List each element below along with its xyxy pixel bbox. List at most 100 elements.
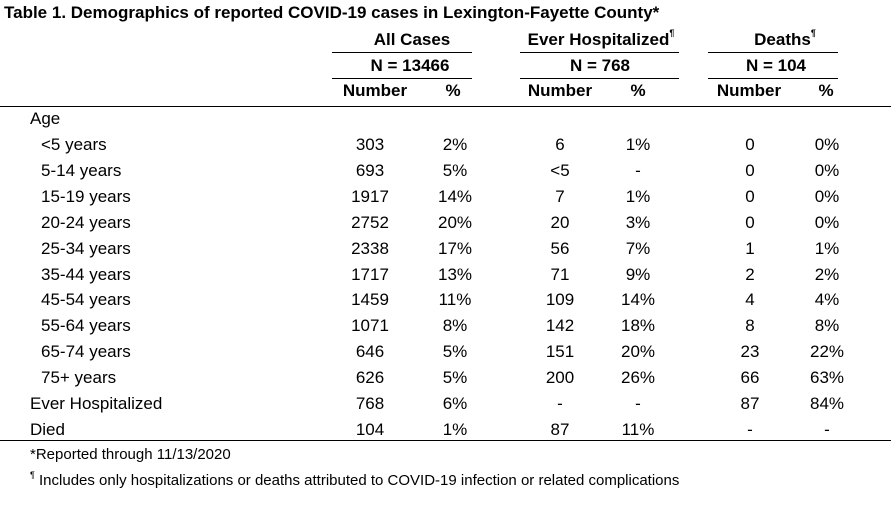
- cell-deaths-number: 4: [745, 290, 755, 310]
- n-underline: [332, 78, 472, 79]
- row-label: 20-24 years: [41, 212, 131, 232]
- cell-all-cases-number: 646: [355, 342, 385, 362]
- row-label: <5 years: [41, 135, 107, 154]
- row-label: 75+ years: [41, 368, 117, 388]
- col-head-number: Number: [342, 81, 408, 100]
- bottom-rule: [0, 440, 891, 441]
- cell-deaths-percent: 84%: [809, 394, 845, 413]
- cell-deaths-percent: 0%: [814, 186, 840, 206]
- footnote-mark: ¶: [30, 470, 35, 480]
- cell-deaths-number: 2: [745, 264, 755, 284]
- n-underline: [520, 78, 679, 79]
- group-header-deaths: Deaths¶: [730, 28, 840, 50]
- cell-hosp-number: 71: [550, 264, 570, 284]
- n-underline: [708, 78, 838, 79]
- cell-all-cases-number: 1717: [351, 264, 389, 284]
- cell-hosp-percent: -: [635, 394, 641, 413]
- cell-all-cases-percent: 6%: [442, 394, 468, 413]
- table-row: 35-44 years 1717 13% 71 9% 2 2%: [0, 262, 891, 288]
- cell-hosp-percent: 26%: [620, 368, 656, 388]
- cell-deaths-percent: 4%: [814, 290, 840, 310]
- row-label: 55-64 years: [41, 316, 131, 336]
- group-name: Deaths: [754, 30, 811, 49]
- cell-all-cases-number: 2752: [351, 212, 389, 232]
- cell-hosp-number: 142: [545, 316, 575, 336]
- table-row: 25-34 years 2338 17% 56 7% 1 1%: [0, 236, 891, 262]
- cell-all-cases-percent: 13%: [437, 264, 473, 284]
- cell-deaths-number: -: [747, 419, 753, 439]
- cell-deaths-percent: 1%: [814, 238, 840, 258]
- cell-hosp-number: 109: [545, 290, 575, 310]
- n-ever-hospitalized: N = 768: [569, 56, 630, 75]
- cell-deaths-percent: 8%: [814, 316, 840, 336]
- cell-hosp-percent: 1%: [625, 135, 651, 154]
- cell-deaths-number: 8: [745, 316, 755, 336]
- cell-all-cases-percent: 20%: [437, 212, 473, 232]
- row-label: 25-34 years: [41, 238, 131, 258]
- cell-deaths-number: 1: [745, 238, 755, 258]
- group-underline: [332, 52, 472, 53]
- cell-all-cases-number: 1917: [351, 186, 389, 206]
- col-head-percent: %: [630, 81, 646, 100]
- row-label: 65-74 years: [41, 342, 131, 362]
- table-row: 5-14 years 693 5% <5 - 0 0%: [0, 158, 891, 184]
- cell-hosp-number: 6: [555, 135, 565, 154]
- cell-all-cases-percent: 5%: [442, 368, 468, 388]
- group-name: Ever Hospitalized: [527, 30, 670, 49]
- cell-hosp-percent: 18%: [620, 316, 656, 336]
- cell-all-cases-number: 768: [355, 394, 385, 413]
- table-row: 45-54 years 1459 11% 109 14% 4 4%: [0, 287, 891, 313]
- n-deaths: N = 104: [745, 56, 806, 75]
- cell-deaths-percent: 0%: [814, 160, 840, 180]
- cell-deaths-number: 66: [740, 368, 760, 388]
- cell-deaths-percent: 0%: [814, 212, 840, 232]
- cell-all-cases-number: 2338: [351, 238, 389, 258]
- cell-hosp-percent: 20%: [620, 342, 656, 362]
- cell-hosp-percent: 9%: [625, 264, 651, 284]
- cell-deaths-number: 0: [745, 135, 755, 154]
- cell-hosp-number: 87: [550, 419, 570, 439]
- table-row: 15-19 years 1917 14% 7 1% 0 0%: [0, 184, 891, 210]
- cell-all-cases-percent: 5%: [442, 160, 468, 180]
- cell-all-cases-number: 693: [355, 160, 385, 180]
- cell-all-cases-percent: 11%: [438, 290, 472, 310]
- n-all-cases: N = 13466: [370, 56, 450, 75]
- group-underline: [708, 52, 838, 53]
- group-mark: ¶: [810, 28, 816, 38]
- cell-all-cases-number: 303: [355, 135, 385, 154]
- table-row: <5 years 303 2% 6 1% 0 0%: [0, 132, 891, 158]
- table-row: 65-74 years 646 5% 151 20% 23 22%: [0, 339, 891, 365]
- cell-deaths-percent: 63%: [809, 368, 845, 388]
- col-head-number: Number: [527, 81, 593, 100]
- cell-hosp-number: <5: [550, 160, 570, 180]
- cell-hosp-number: 56: [550, 238, 570, 258]
- cell-deaths-percent: 2%: [814, 264, 840, 284]
- cell-deaths-number: 0: [745, 212, 755, 232]
- col-head-percent: %: [818, 81, 834, 100]
- cell-deaths-number: 87: [740, 394, 760, 413]
- cell-all-cases-percent: 14%: [437, 186, 473, 206]
- cell-all-cases-percent: 1%: [442, 419, 468, 439]
- cell-hosp-percent: 11%: [621, 419, 655, 439]
- cell-hosp-percent: 7%: [625, 238, 651, 258]
- group-mark: ¶: [669, 28, 675, 38]
- row-label: 15-19 years: [41, 186, 131, 206]
- row-label: 35-44 years: [41, 264, 131, 284]
- cell-hosp-number: -: [557, 394, 563, 413]
- table-row: Died 104 1% 87 11% - -: [0, 417, 891, 443]
- table-title: Table 1. Demographics of reported COVID-…: [4, 3, 660, 22]
- col-head-percent: %: [445, 81, 461, 100]
- col-head-number: Number: [716, 81, 782, 100]
- footnote-text: *Reported through 11/13/2020: [30, 446, 231, 463]
- group-name: All Cases: [373, 30, 451, 49]
- cell-hosp-number: 200: [545, 368, 575, 388]
- cell-all-cases-number: 626: [355, 368, 385, 388]
- section-row: Age: [0, 106, 891, 132]
- row-label: Ever Hospitalized: [30, 394, 163, 413]
- cell-all-cases-percent: 2%: [442, 135, 468, 154]
- cell-deaths-percent: 22%: [809, 342, 845, 362]
- cell-deaths-number: 0: [745, 186, 755, 206]
- cell-all-cases-number: 1071: [351, 316, 389, 336]
- cell-hosp-percent: -: [635, 160, 641, 180]
